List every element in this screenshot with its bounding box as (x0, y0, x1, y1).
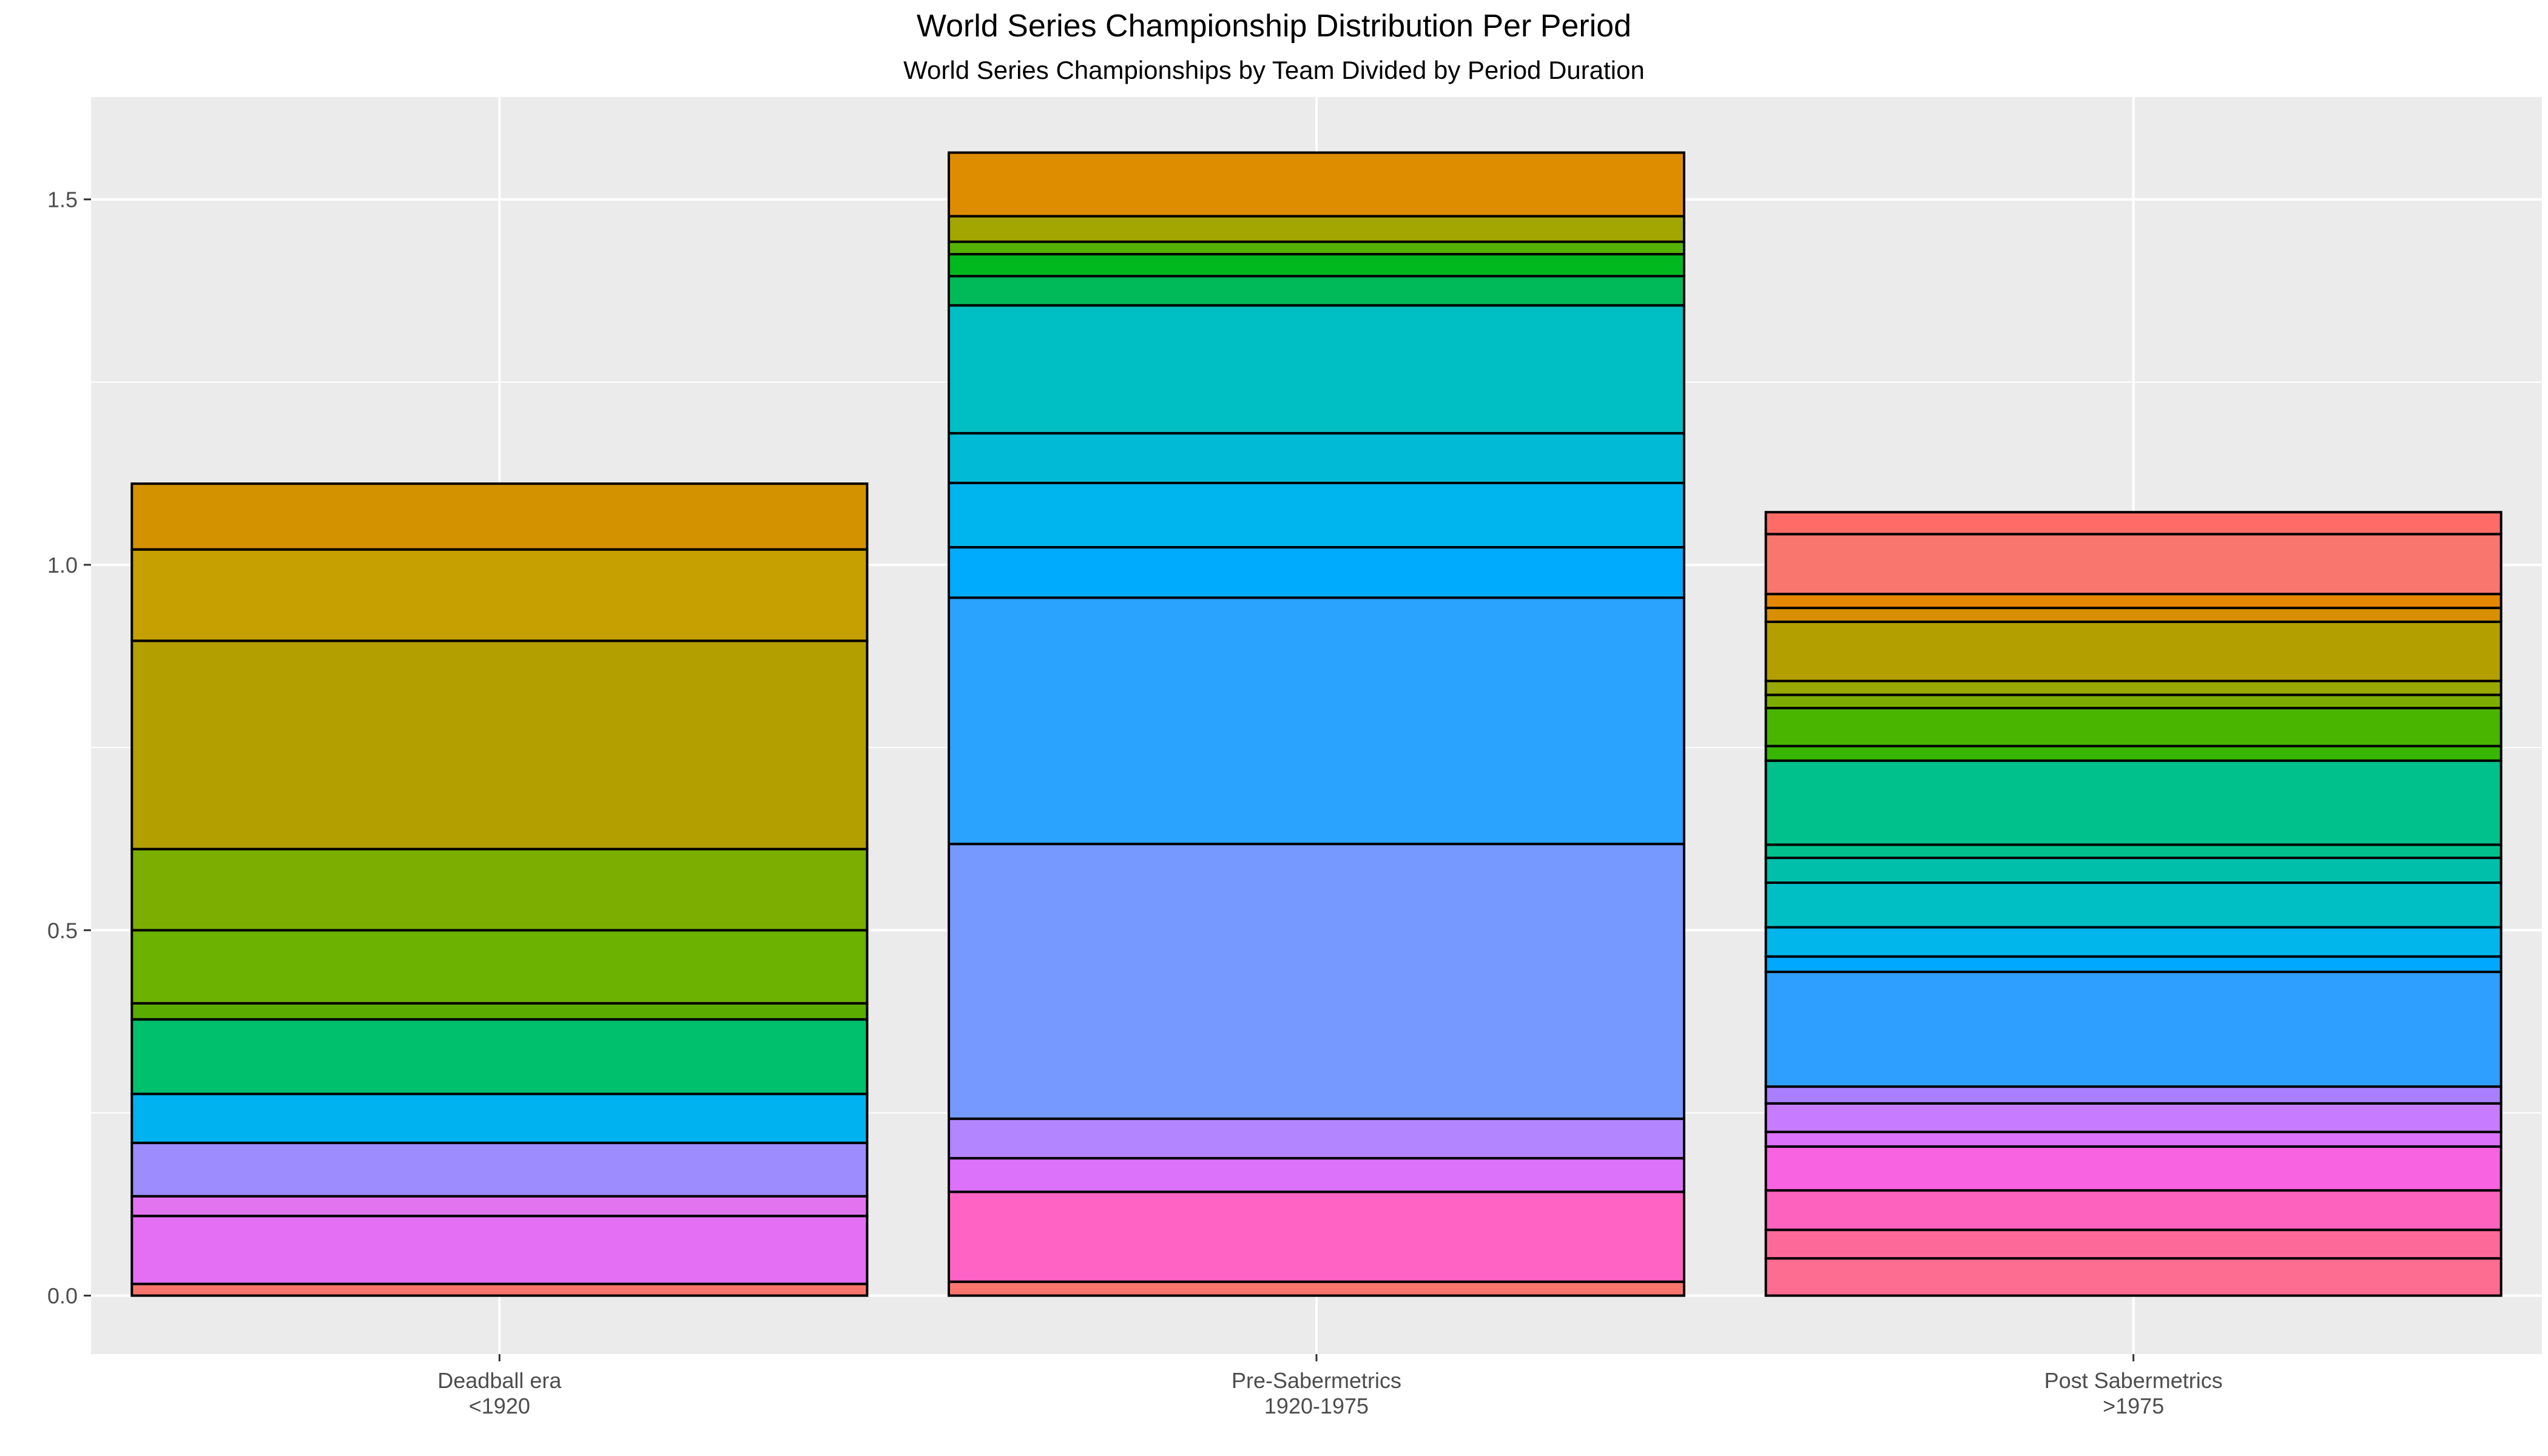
bar-segment (948, 151, 1685, 218)
bar-segment (130, 1282, 869, 1297)
bar-segment (1764, 1102, 2502, 1133)
bar-segment (130, 1215, 869, 1286)
bar-segment (948, 253, 1685, 278)
bar-segment (1764, 620, 2502, 682)
bar-segment (130, 1018, 869, 1096)
bar-segment (948, 482, 1685, 549)
x-tick-sublabel: >1975 (2103, 1394, 2164, 1418)
chart-subtitle: World Series Championships by Team Divid… (903, 56, 1645, 84)
bar-segment (1764, 607, 2502, 623)
bar-segment (130, 1093, 869, 1144)
bar-segment (130, 1141, 869, 1198)
bar-segment (1764, 1257, 2502, 1297)
bar-segment (948, 1190, 1685, 1283)
bar-segment (1764, 926, 2502, 958)
plot-area: 0.0 0.5 1.0 1.5 Deadball era<1920 Pre-Saberme… (47, 97, 2542, 1418)
x-tick-sublabel: <1920 (469, 1394, 530, 1418)
bar-segment (1764, 511, 2502, 536)
bar-segment (1764, 1085, 2502, 1105)
x-tick-label: Pre-Sabermetrics (1232, 1368, 1401, 1393)
bar-segment (948, 215, 1685, 243)
bar-segment (1764, 533, 2502, 596)
bar-segment (1764, 1228, 2502, 1260)
bar-segment (948, 304, 1685, 435)
bar-segment (1764, 759, 2502, 846)
x-tick-sublabel: 1920-1975 (1264, 1394, 1369, 1418)
bar-segment (130, 929, 869, 1005)
bar-segment (1764, 857, 2502, 885)
bar-segment (948, 1157, 1685, 1193)
y-tick-label: 1.5 (47, 187, 78, 212)
y-tick-label: 0.0 (47, 1284, 78, 1309)
y-tick-label: 1.0 (47, 553, 78, 578)
bar-segment (130, 482, 869, 551)
bar-segment (1764, 1145, 2502, 1192)
bar-segment (948, 1117, 1685, 1160)
bar-segment (1764, 1130, 2502, 1148)
chart-title: World Series Championship Distribution P… (917, 8, 1631, 44)
bar-segment (948, 1280, 1685, 1297)
bar-segment (1764, 707, 2502, 747)
bar-segment (948, 843, 1685, 1121)
y-tick-label: 0.5 (47, 918, 78, 943)
bar-segment (948, 546, 1685, 599)
bar-segment (1764, 593, 2502, 610)
bar-segment (130, 548, 869, 642)
bar-segment (130, 1002, 869, 1021)
bar-segment (1764, 693, 2502, 710)
bar-segment (130, 848, 869, 932)
bar-segment (948, 432, 1685, 485)
bar-segment (1764, 679, 2502, 696)
bar-segment (948, 275, 1685, 307)
x-tick-label: Post Sabermetrics (2044, 1368, 2223, 1393)
bar-segment (948, 596, 1685, 846)
bar-segment (130, 639, 869, 851)
bar-segment (948, 240, 1685, 256)
bar-segment (1764, 970, 2502, 1088)
x-tick-label: Deadball era (437, 1368, 562, 1393)
bar-segment (1764, 843, 2502, 860)
bar-segment (1764, 881, 2502, 929)
bar-segment (130, 1195, 869, 1218)
bar-segment (1764, 1189, 2502, 1232)
bar-segment (1764, 744, 2502, 762)
bar-segment (1764, 955, 2502, 973)
